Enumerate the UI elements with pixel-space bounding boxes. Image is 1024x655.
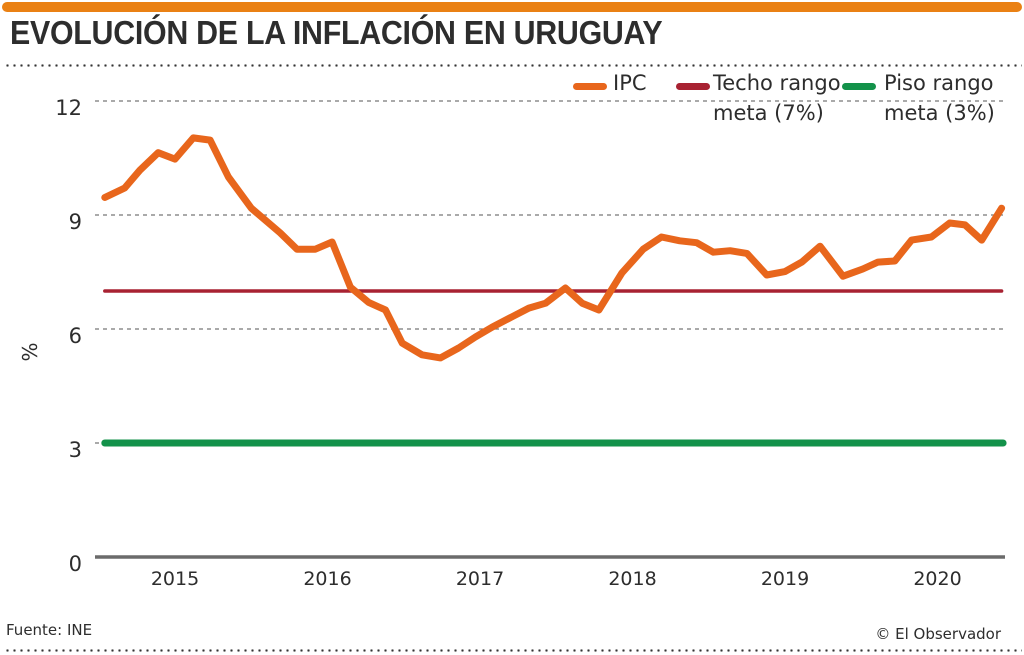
x-tick-label: 2018: [608, 568, 656, 590]
footer-divider: [4, 649, 1022, 652]
credit-note: © El Observador: [875, 625, 1001, 643]
x-tick-labels: 2015 2016 2017 2018 2019 2020: [151, 568, 962, 590]
legend-swatch-ipc: [573, 83, 607, 90]
y-tick-label: 12: [55, 96, 82, 120]
legend-swatch-ceiling: [676, 83, 710, 90]
x-tick-label: 2020: [913, 568, 961, 590]
legend-label-ipc: IPC: [613, 71, 647, 95]
x-tick-label: 2015: [151, 568, 199, 590]
gridlines: [95, 100, 1005, 559]
legend-label-ceiling: Techo rango meta (7%): [713, 71, 841, 125]
series-group: [101, 134, 1007, 447]
chart-title: EVOLUCIÓN DE LA INFLACIÓN EN URUGUAY: [10, 14, 663, 51]
accent-bar: [2, 2, 1022, 12]
x-tick-label: 2019: [761, 568, 809, 590]
source-note: Fuente: INE: [6, 621, 93, 639]
legend-label-floor: Piso rango meta (3%): [884, 71, 995, 125]
title-divider: [4, 64, 1022, 67]
x-tick-label: 2017: [456, 568, 504, 590]
y-tick-label: 6: [69, 324, 82, 348]
x-tick-label: 2016: [303, 568, 351, 590]
legend-swatch-floor: [842, 83, 876, 90]
y-tick-labels: 0 3 6 9 12: [55, 96, 82, 576]
y-tick-label: 3: [69, 438, 82, 462]
y-tick-label: 9: [69, 210, 82, 234]
y-axis-label: %: [18, 342, 42, 361]
y-tick-label: 0: [69, 552, 82, 576]
ipc-line: [101, 134, 1006, 362]
